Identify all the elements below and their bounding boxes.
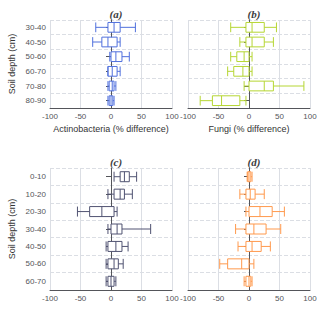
svg-text:70-80: 70-80 bbox=[26, 82, 47, 91]
svg-text:50-60: 50-60 bbox=[26, 259, 47, 268]
svg-text:100: 100 bbox=[165, 294, 179, 303]
svg-text:Soil depth (cm): Soil depth (cm) bbox=[7, 199, 17, 260]
svg-text:50: 50 bbox=[137, 112, 146, 121]
svg-text:Soil depth (cm): Soil depth (cm) bbox=[7, 34, 17, 95]
svg-text:50: 50 bbox=[275, 294, 284, 303]
svg-text:-50: -50 bbox=[213, 112, 225, 121]
svg-text:30-40: 30-40 bbox=[26, 23, 47, 32]
svg-text:(a): (a) bbox=[110, 8, 123, 21]
svg-text:-50: -50 bbox=[213, 294, 225, 303]
svg-text:60-70: 60-70 bbox=[26, 67, 47, 76]
svg-text:(c): (c) bbox=[110, 156, 122, 169]
svg-text:100: 100 bbox=[165, 112, 179, 121]
svg-text:80-90: 80-90 bbox=[26, 96, 47, 105]
svg-text:20-30: 20-30 bbox=[26, 207, 47, 216]
svg-text:50: 50 bbox=[137, 294, 146, 303]
svg-text:50: 50 bbox=[275, 112, 284, 121]
svg-text:0: 0 bbox=[247, 112, 252, 121]
svg-text:40-50: 40-50 bbox=[26, 38, 47, 47]
svg-text:40-50: 40-50 bbox=[26, 242, 47, 251]
svg-text:(d): (d) bbox=[248, 156, 261, 169]
svg-text:-50: -50 bbox=[75, 294, 87, 303]
svg-text:0: 0 bbox=[109, 112, 114, 121]
svg-text:Actinobacteria (% difference): Actinobacteria (% difference) bbox=[53, 124, 168, 134]
svg-text:100: 100 bbox=[303, 294, 317, 303]
svg-text:-100: -100 bbox=[180, 294, 197, 303]
svg-text:30-40: 30-40 bbox=[26, 225, 47, 234]
svg-text:-50: -50 bbox=[75, 112, 87, 121]
svg-text:-100: -100 bbox=[42, 294, 59, 303]
svg-text:60-70: 60-70 bbox=[26, 277, 47, 286]
svg-text:Fungi (% difference): Fungi (% difference) bbox=[209, 124, 290, 134]
svg-text:0: 0 bbox=[109, 294, 114, 303]
svg-text:100: 100 bbox=[303, 112, 317, 121]
svg-text:(b): (b) bbox=[248, 8, 261, 21]
svg-text:50-60: 50-60 bbox=[26, 52, 47, 61]
svg-text:-100: -100 bbox=[180, 112, 197, 121]
svg-text:0-10: 0-10 bbox=[30, 172, 47, 181]
svg-text:10-20: 10-20 bbox=[26, 190, 47, 199]
svg-text:-100: -100 bbox=[42, 112, 59, 121]
svg-text:0: 0 bbox=[247, 294, 252, 303]
